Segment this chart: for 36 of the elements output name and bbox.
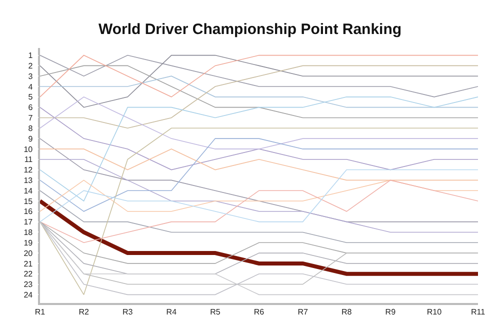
y-tick-label: 13 xyxy=(24,176,34,185)
y-tick-label: 18 xyxy=(24,228,34,238)
x-tick-label: R11 xyxy=(470,307,486,316)
y-tick-label: 16 xyxy=(24,207,34,216)
x-tick-label: R6 xyxy=(254,307,265,316)
y-tick-label: 19 xyxy=(24,238,34,248)
x-tick-label: R5 xyxy=(210,307,221,316)
chart-title: World Driver Championship Point Ranking xyxy=(98,20,402,38)
y-tick-label: 10 xyxy=(24,144,34,154)
x-tick-label: R7 xyxy=(298,307,308,316)
y-tick-label: 3 xyxy=(28,72,34,81)
x-tick-label: R2 xyxy=(78,307,90,316)
x-tick-label: R1 xyxy=(34,307,46,316)
y-tick-label: 11 xyxy=(24,155,34,164)
y-tick-label: 12 xyxy=(24,166,34,175)
y-tick-label: 23 xyxy=(24,280,34,290)
x-tick-label: R9 xyxy=(385,307,396,316)
y-tick-label: 21 xyxy=(24,259,34,268)
y-tick-label: 24 xyxy=(24,290,34,300)
y-tick-label: 9 xyxy=(28,134,34,144)
y-tick-label: 5 xyxy=(28,92,34,102)
y-tick-label: 8 xyxy=(28,124,34,133)
y-tick-label: 4 xyxy=(28,82,34,92)
y-tick-label: 7 xyxy=(28,114,34,123)
y-tick-label: 17 xyxy=(24,218,34,227)
y-tick-label: 1 xyxy=(28,51,34,60)
y-tick-label: 22 xyxy=(24,270,34,279)
y-tick-label: 20 xyxy=(24,248,34,258)
y-tick-label: 6 xyxy=(28,103,34,112)
y-tick-label: 14 xyxy=(24,186,34,196)
x-tick-label: R3 xyxy=(122,307,134,316)
y-tick-label: 15 xyxy=(24,196,34,206)
y-tick-label: 2 xyxy=(28,61,34,70)
x-tick-label: R10 xyxy=(426,307,442,316)
x-tick-label: R8 xyxy=(341,307,352,316)
x-tick-label: R4 xyxy=(166,307,178,316)
